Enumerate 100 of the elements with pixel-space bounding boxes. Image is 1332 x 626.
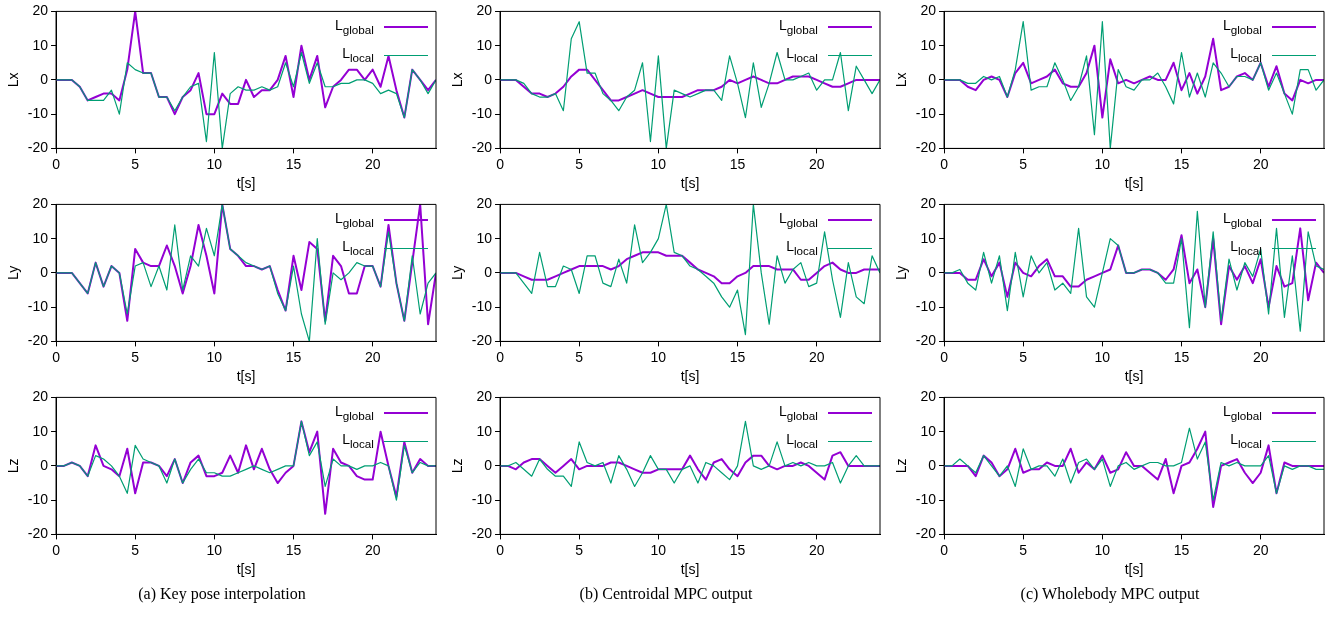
x-tick-label: 15 [285,348,302,365]
x-axis-title: t[s] [680,368,700,385]
y-tick-label: 10 [32,229,49,246]
x-axis-title: t[s] [236,368,256,385]
x-tick-label: 5 [1019,541,1028,558]
x-axis-title: t[s] [236,561,256,578]
text: (c) Wholebody MPC output [1019,585,1201,603]
x-tick-label: 15 [729,155,746,172]
y-tick-label: 0 [928,70,937,87]
x-tick-label: 10 [1094,541,1111,558]
y-tick-label: -20 [471,525,493,542]
y-tick-label: -10 [471,105,493,122]
y-axis-title: Ly [449,265,466,281]
y-axis-title: Lz [5,458,22,474]
y-tick-label: -10 [915,298,937,315]
x-tick-label: 15 [729,348,746,365]
x-tick-label: 20 [364,348,381,365]
text: (a) Key pose interpolation [137,585,307,603]
y-tick-label: 20 [920,2,937,19]
y-tick-label: -10 [27,105,49,122]
x-tick-label: 0 [52,541,61,558]
x-axis-title: t[s] [1124,368,1144,385]
x-tick-label: 5 [575,541,584,558]
legend-label: L$_{global}$ [335,209,374,231]
x-tick-label: 15 [1173,541,1190,558]
x-tick-label: 0 [52,155,61,172]
x-tick-label: 20 [1252,155,1269,172]
y-tick-label: 20 [476,388,493,405]
legend-label: L$_{global}$ [335,402,374,424]
x-tick-label: 20 [808,155,825,172]
y-tick-label: -10 [471,298,493,315]
x-tick-label: 10 [206,541,223,558]
y-axis-title: Lx [5,72,22,88]
y-tick-label: 0 [40,70,49,87]
x-tick-label: 15 [729,541,746,558]
x-tick-label: 10 [650,155,667,172]
y-tick-label: 10 [920,422,937,439]
y-tick-label: -10 [915,105,937,122]
y-tick-label: -10 [471,491,493,508]
x-tick-label: 0 [52,348,61,365]
legend-label: L$_{global}$ [1223,16,1262,38]
y-tick-label: 20 [32,195,49,212]
y-tick-label: 20 [476,2,493,19]
x-tick-label: 0 [496,155,505,172]
text: (b) Centroidal MPC output [578,585,754,603]
y-tick-label: 10 [920,229,937,246]
legend-label: L$_{global}$ [779,16,818,38]
y-tick-label: -20 [471,332,493,349]
y-tick-label: -20 [915,332,937,349]
legend-label: L$_{global}$ [779,209,818,231]
x-axis-title: t[s] [236,175,256,192]
x-tick-label: 20 [1252,541,1269,558]
x-tick-label: 0 [496,348,505,365]
x-tick-label: 5 [575,348,584,365]
x-tick-label: 20 [808,348,825,365]
y-tick-label: 20 [920,195,937,212]
y-tick-label: 0 [40,263,49,280]
legend-label: L$_{local}$ [342,430,374,452]
y-tick-label: 10 [32,36,49,53]
x-tick-label: 5 [575,155,584,172]
x-axis-title: t[s] [1124,175,1144,192]
y-tick-label: 10 [476,229,493,246]
x-tick-label: 15 [285,541,302,558]
y-axis-title: Lz [893,458,910,474]
x-tick-label: 5 [1019,155,1028,172]
legend-label: L$_{global}$ [779,402,818,424]
x-tick-label: 15 [285,155,302,172]
y-tick-label: 0 [484,456,493,473]
x-tick-label: 20 [364,541,381,558]
y-tick-label: -20 [915,525,937,542]
legend-label: L$_{global}$ [335,16,374,38]
x-tick-label: 5 [131,348,140,365]
y-tick-label: 0 [928,263,937,280]
x-tick-label: 10 [650,541,667,558]
y-tick-label: 0 [928,456,937,473]
y-tick-label: 10 [32,422,49,439]
x-axis-title: t[s] [680,175,700,192]
y-axis-title: Ly [5,265,22,281]
y-tick-label: 0 [484,70,493,87]
legend-label: L$_{local}$ [1230,44,1262,66]
y-tick-label: -20 [27,332,49,349]
x-tick-label: 10 [1094,348,1111,365]
x-tick-label: 10 [1094,155,1111,172]
legend-label: L$_{global}$ [1223,402,1262,424]
y-tick-label: 10 [476,36,493,53]
y-tick-label: -10 [27,298,49,315]
y-axis-title: Ly [893,265,910,281]
y-tick-label: 0 [484,263,493,280]
y-tick-label: 20 [32,388,49,405]
y-tick-label: -20 [27,139,49,156]
x-tick-label: 5 [1019,348,1028,365]
x-tick-label: 0 [940,541,949,558]
x-axis-title: t[s] [1124,561,1144,578]
x-tick-label: 15 [1173,348,1190,365]
legend-label: L$_{local}$ [342,44,374,66]
x-tick-label: 10 [650,348,667,365]
x-tick-label: 5 [131,541,140,558]
y-tick-label: -20 [915,139,937,156]
legend-label: L$_{local}$ [786,237,818,259]
x-tick-label: 0 [940,348,949,365]
